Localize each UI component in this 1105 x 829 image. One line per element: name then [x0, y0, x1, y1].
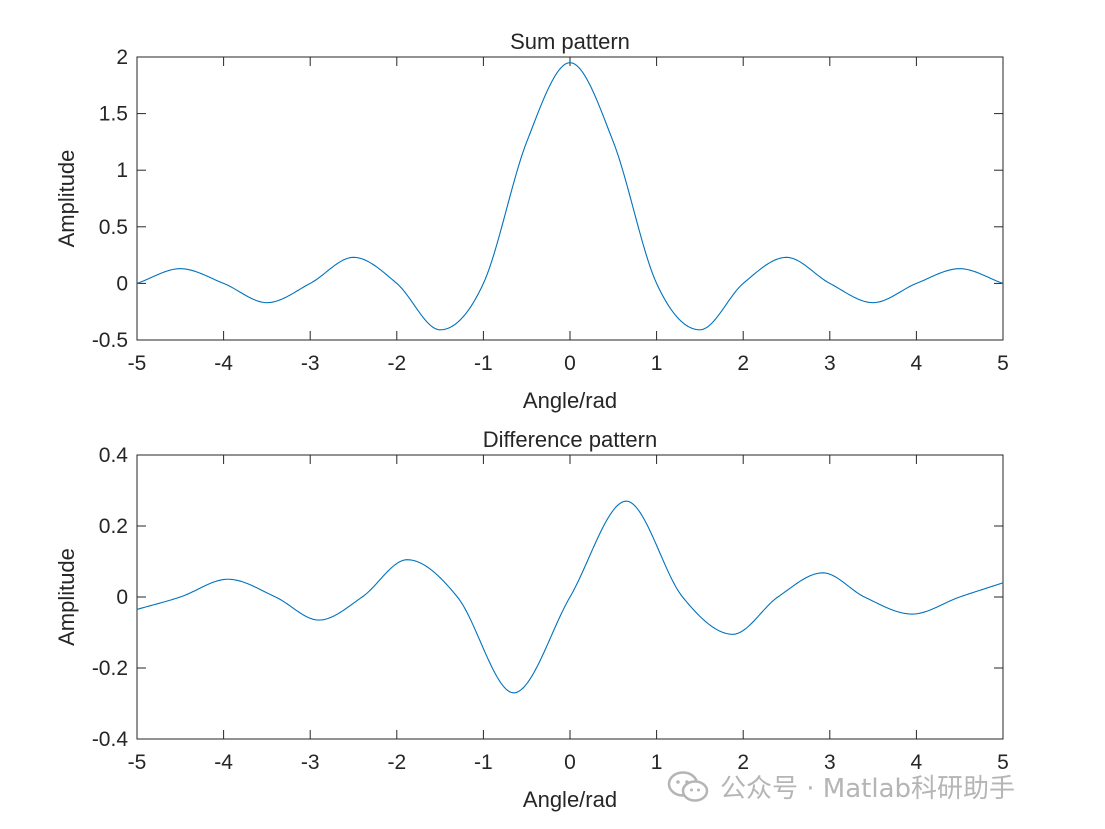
data-point: [275, 596, 276, 597]
x-tick-label: -4: [214, 352, 233, 375]
y-tick-label: 0.4: [99, 444, 129, 467]
sum-pattern-axes: -5 -4 -3 -2 -1 0 1 2 3 4 5 -0.5 0 0.5 1 1.5 2 Sum pattern…: [54, 29, 1009, 413]
data-point: [699, 329, 700, 330]
data-point: [959, 268, 960, 269]
x-tick-label: 1: [651, 352, 663, 375]
data-point: [829, 283, 830, 284]
x-tick-label: -1: [474, 352, 493, 375]
x-tick-label: -3: [301, 751, 320, 774]
x-tick-label: 0: [564, 352, 576, 375]
data-point: [682, 596, 683, 597]
data-point: [626, 501, 627, 502]
x-tick-label: 3: [824, 751, 836, 774]
data-point: [569, 62, 570, 63]
data-point: [613, 141, 614, 142]
y-tick-label: 0.5: [99, 216, 128, 239]
x-axis-label: Angle/rad: [523, 388, 617, 413]
y-tick-label: -0.4: [92, 728, 129, 751]
chart-title: Sum pattern: [510, 29, 630, 54]
data-point: [777, 596, 778, 597]
data-point: [457, 596, 458, 597]
x-tick-label: -4: [214, 751, 233, 774]
x-tick-label: -5: [128, 751, 147, 774]
data-point: [353, 257, 354, 258]
data-point: [362, 596, 363, 597]
y-tick-label: -0.5: [92, 329, 128, 352]
x-tick-label: -3: [301, 352, 320, 375]
x-tick-label: 3: [824, 352, 836, 375]
data-point: [822, 572, 823, 573]
data-point: [526, 141, 527, 142]
data-point: [743, 283, 744, 284]
data-point: [180, 268, 181, 269]
x-axis-label: Angle/rad: [523, 787, 617, 812]
data-point: [310, 283, 311, 284]
x-tick-label: -1: [474, 751, 493, 774]
y-tick-label: 0: [116, 272, 128, 295]
x-tick-label: 2: [737, 352, 749, 375]
data-point: [180, 596, 181, 597]
data-point: [407, 559, 408, 560]
data-point: [656, 283, 657, 284]
wechat-icon: [667, 770, 709, 802]
data-point: [318, 619, 319, 620]
data-point: [440, 329, 441, 330]
x-tick-label: -2: [387, 751, 406, 774]
x-tick-label: -2: [387, 352, 406, 375]
y-tick-label: 1.5: [99, 103, 128, 126]
x-tick-label: -5: [128, 352, 147, 375]
x-tick-label: 2: [737, 751, 749, 774]
x-tick-label: 4: [911, 352, 923, 375]
y-tick-label: 0: [116, 586, 128, 609]
series-line: [136, 500, 1004, 694]
data-point: [864, 596, 865, 597]
data-point: [959, 596, 960, 597]
data-point: [911, 613, 912, 614]
data-point: [1002, 283, 1003, 284]
chart-title: Difference pattern: [483, 427, 657, 452]
x-tick-label: 0: [564, 751, 576, 774]
data-point: [916, 283, 917, 284]
data-point: [732, 634, 733, 635]
data-point: [266, 302, 267, 303]
data-point: [396, 283, 397, 284]
y-tick-label: -0.2: [92, 657, 128, 680]
data-point: [513, 692, 514, 693]
watermark: 公众号 · Matlab科研助手: [666, 768, 1015, 805]
data-point: [227, 579, 228, 580]
data-point: [786, 257, 787, 258]
y-tick-label: 1: [116, 159, 128, 182]
x-tick-label: 5: [997, 751, 1009, 774]
data-point: [873, 302, 874, 303]
plot-area: [136, 56, 1004, 341]
x-tick-label: 4: [911, 751, 923, 774]
data-point: [223, 283, 224, 284]
x-tick-label: 5: [997, 352, 1009, 375]
difference-pattern-axes: -5 -4 -3 -2 -1 0 1 2 3 4 5 -0.4 -0.2 0 0.2 0.4 Differenc…: [54, 427, 1009, 812]
data-point: [136, 283, 137, 284]
y-tick-label: 0.2: [99, 515, 128, 538]
data-point: [1002, 582, 1003, 583]
y-tick-label: 2: [116, 46, 128, 69]
y-axis-label: Amplitude: [54, 150, 79, 248]
y-axis-label: Amplitude: [54, 548, 79, 646]
series-line: [136, 62, 1004, 331]
data-point: [136, 609, 137, 610]
data-point: [569, 596, 570, 597]
data-point: [483, 283, 484, 284]
x-tick-label: 1: [651, 751, 663, 774]
watermark-text: 公众号 · Matlab科研助手: [720, 774, 1016, 804]
